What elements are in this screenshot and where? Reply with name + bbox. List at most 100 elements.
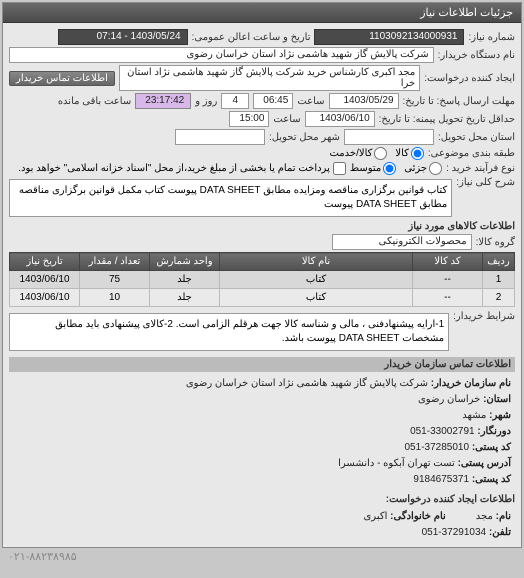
- group-label: گروه کالا:: [476, 237, 515, 248]
- row-deadline: مهلت ارسال پاسخ: تا تاریخ: 1403/05/29 سا…: [9, 93, 515, 109]
- phone-lbl: دورنگار:: [477, 426, 511, 437]
- delivery-time-field: 15:00: [229, 111, 269, 127]
- row-requester: ایجاد کننده درخواست: مجد اکبری کارشناس خ…: [9, 65, 515, 91]
- deadline-date-field: 1403/05/29: [329, 93, 399, 109]
- deadline-time-field: 06:45: [253, 93, 293, 109]
- delivery-label: حداقل تاریخ تحویل پیمنه: تا تاریخ:: [379, 114, 515, 125]
- pkg-mixed-label: کالا/خدمت: [329, 148, 372, 159]
- deadline-label: مهلت ارسال پاسخ: تا تاریخ:: [403, 96, 515, 107]
- table-cell: 1403/06/10: [10, 271, 80, 289]
- delivery-province-field: [344, 129, 434, 145]
- pkg-kala-radio[interactable]: کالا: [395, 147, 424, 160]
- address-val: تست تهران آبکوه - دانشسرا: [338, 458, 455, 469]
- time-label-2: ساعت: [273, 114, 300, 125]
- delivery-place-label: استان محل تحویل:: [438, 132, 515, 143]
- row-desc: شرح کلی نیاز: کتاب قوانین برگزاری مناقصه…: [9, 177, 515, 217]
- pkg-type-label: طبقه بندی موضوعی:: [428, 148, 515, 159]
- pkg-mixed-radio[interactable]: کالا/خدمت: [329, 147, 387, 160]
- remaining-suffix: ساعت باقی مانده: [58, 96, 131, 107]
- city-val: مشهد: [462, 410, 486, 421]
- conditions-box: 1-ارایه پیشنهادفنی ، مالی و شناسه کالا ج…: [9, 313, 449, 351]
- ct-low-radio[interactable]: جزئی: [404, 162, 442, 175]
- table-cell: 2: [483, 289, 515, 307]
- buyer-org-field: شرکت پالایش گاز شهید هاشمی نژاد استان خر…: [9, 47, 434, 63]
- org-name-lbl: نام سازمان خریدار:: [431, 378, 511, 389]
- table-col-1: کد کالا: [413, 253, 483, 271]
- family-val: اکبری: [363, 511, 387, 522]
- panel-body: شماره نیاز: 1103092134000931 تاریخ و ساع…: [3, 23, 521, 547]
- row-buyer-org: نام دستگاه خریدار: شرکت پالایش گاز شهید …: [9, 47, 515, 63]
- need-number-label: شماره نیاز:: [468, 32, 515, 43]
- announce-field: 1403/05/24 - 07:14: [58, 29, 188, 45]
- row-delivery-place: استان محل تحویل: شهر محل تحویل:: [9, 129, 515, 145]
- contact-info-button[interactable]: اطلاعات تماس خریدار: [9, 71, 115, 86]
- days-count-field: 4: [221, 93, 249, 109]
- time-label-1: ساعت: [297, 96, 324, 107]
- family-lbl: نام خانوادگی:: [390, 511, 446, 522]
- conditions-label: شرایط خریدار:: [453, 311, 515, 322]
- treasury-checkbox[interactable]: پرداخت تمام یا بخشی از مبلغ خرید،از محل …: [18, 162, 346, 175]
- address-lbl: آدرس پستی:: [458, 458, 511, 469]
- org-name-val: شرکت پالایش گاز شهید هاشمی نژاد استان خر…: [186, 378, 428, 389]
- contact-section-label: اطلاعات تماس سازمان خریدار: [9, 357, 515, 372]
- postcode-val: 9184675371: [413, 474, 469, 485]
- panel-header: جزئیات اطلاعات نیاز: [3, 3, 521, 23]
- table-cell: جلد: [150, 289, 220, 307]
- table-cell: 75: [80, 271, 150, 289]
- delivery-city-field: [175, 129, 265, 145]
- table-col-2: نام کالا: [220, 253, 413, 271]
- city-lbl: شهر:: [489, 410, 511, 421]
- table-col-4: تعداد / مقدار: [80, 253, 150, 271]
- goods-table: ردیفکد کالانام کالاواحد شمارشتعداد / مقد…: [9, 252, 515, 307]
- main-panel: جزئیات اطلاعات نیاز شماره نیاز: 11030921…: [2, 2, 522, 548]
- days-suffix: روز و: [195, 96, 217, 107]
- row-group: گروه کالا: محصولات الکترونیکی: [9, 234, 515, 250]
- postal-lbl: کد پستی:: [472, 442, 511, 453]
- row-delivery: حداقل تاریخ تحویل پیمنه: تا تاریخ: 1403/…: [9, 111, 515, 127]
- table-col-0: ردیف: [483, 253, 515, 271]
- goods-section-label: اطلاعات کالاهای مورد نیاز: [9, 221, 515, 232]
- ct-low-label: جزئی: [404, 163, 427, 174]
- row-contract-type: نوع فرآیند خرید : جزئی متوسط پرداخت تمام…: [9, 162, 515, 175]
- creator-section-label: اطلاعات ایجاد کننده درخواست:: [9, 494, 515, 505]
- ct-radio-group: جزئی متوسط: [350, 162, 442, 175]
- name-val: مجد: [476, 511, 493, 522]
- desc-label: شرح کلی نیاز:: [456, 177, 515, 188]
- table-body: 1--کتابجلد751403/06/102--کتابجلد101403/0…: [10, 271, 515, 307]
- treasury-note: پرداخت تمام یا بخشی از مبلغ خرید،از محل …: [18, 163, 330, 174]
- desc-box: کتاب قوانین برگزاری مناقصه ومزایده مطابق…: [9, 179, 452, 217]
- group-field: محصولات الکترونیکی: [332, 234, 472, 250]
- requester-label: ایجاد کننده درخواست:: [424, 73, 515, 84]
- table-cell: کتاب: [220, 289, 413, 307]
- table-cell: --: [413, 289, 483, 307]
- table-cell: --: [413, 271, 483, 289]
- requester-field: مجد اکبری کارشناس خرید شرکت پالایش گاز ش…: [119, 65, 420, 91]
- need-number-field: 1103092134000931: [314, 29, 464, 45]
- postal-val: 37285010-051: [405, 442, 470, 453]
- buyer-org-label: نام دستگاه خریدار:: [438, 50, 515, 61]
- remaining-time-field: 23:17:42: [135, 93, 191, 109]
- row-conditions: شرایط خریدار: 1-ارایه پیشنهادفنی ، مالی …: [9, 311, 515, 351]
- delivery-date-field: 1403/06/10: [305, 111, 375, 127]
- province-lbl: استان:: [483, 394, 511, 405]
- row-need-number: شماره نیاز: 1103092134000931 تاریخ و ساع…: [9, 29, 515, 45]
- name-lbl: نام:: [496, 511, 511, 522]
- table-cell: 1: [483, 271, 515, 289]
- creator-info-block: نام: مجد نام خانوادگی: اکبری تلفن: 37291…: [9, 507, 515, 543]
- table-row[interactable]: 2--کتابجلد101403/06/10: [10, 289, 515, 307]
- tel-val: 37291034-051: [422, 527, 487, 538]
- contract-type-label: نوع فرآیند خرید :: [446, 163, 515, 174]
- ct-mid-label: متوسط: [350, 163, 381, 174]
- province-val: خراسان رضوی: [418, 394, 480, 405]
- table-col-5: تاریخ نیاز: [10, 253, 80, 271]
- ct-mid-radio[interactable]: متوسط: [350, 162, 396, 175]
- announce-label: تاریخ و ساعت اعالن عمومی:: [192, 32, 311, 43]
- table-col-3: واحد شمارش: [150, 253, 220, 271]
- row-pkg-type: طبقه بندی موضوعی: کالا کالا/خدمت: [9, 147, 515, 160]
- table-row[interactable]: 1--کتابجلد751403/06/10: [10, 271, 515, 289]
- table-cell: 1403/06/10: [10, 289, 80, 307]
- table-cell: 10: [80, 289, 150, 307]
- org-info-block: نام سازمان خریدار: شرکت پالایش گاز شهید …: [9, 374, 515, 490]
- table-cell: جلد: [150, 271, 220, 289]
- pkg-radio-group: کالا کالا/خدمت: [329, 147, 423, 160]
